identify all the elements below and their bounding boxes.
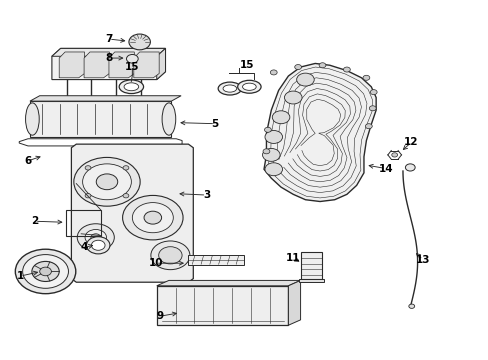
Text: 8: 8: [105, 53, 112, 63]
Circle shape: [15, 249, 76, 294]
Circle shape: [74, 157, 140, 206]
Text: 11: 11: [285, 253, 300, 263]
Circle shape: [91, 240, 105, 250]
Circle shape: [82, 164, 131, 200]
Polygon shape: [188, 255, 244, 265]
Circle shape: [85, 194, 91, 198]
Polygon shape: [288, 280, 300, 325]
Text: 12: 12: [403, 138, 418, 147]
Text: 14: 14: [378, 163, 392, 174]
Text: 7: 7: [105, 34, 112, 44]
Circle shape: [296, 73, 314, 86]
Circle shape: [405, 164, 414, 171]
Polygon shape: [157, 280, 300, 286]
Polygon shape: [109, 52, 134, 78]
Circle shape: [294, 64, 301, 69]
Polygon shape: [71, 144, 193, 282]
Circle shape: [32, 261, 59, 282]
Circle shape: [123, 166, 129, 170]
Circle shape: [126, 54, 138, 63]
Text: 6: 6: [24, 156, 31, 166]
Circle shape: [86, 99, 96, 107]
Polygon shape: [157, 48, 165, 80]
Circle shape: [284, 91, 302, 104]
Polygon shape: [84, 52, 109, 78]
Circle shape: [391, 153, 397, 157]
Circle shape: [132, 203, 173, 233]
Circle shape: [264, 127, 271, 132]
Circle shape: [151, 241, 189, 270]
Circle shape: [77, 224, 114, 251]
Text: 4: 4: [81, 242, 88, 252]
Text: 2: 2: [31, 216, 39, 226]
Circle shape: [368, 106, 375, 111]
Ellipse shape: [124, 83, 139, 91]
Circle shape: [158, 247, 182, 264]
Polygon shape: [157, 286, 288, 325]
Ellipse shape: [25, 103, 39, 135]
Text: 10: 10: [148, 258, 163, 268]
Polygon shape: [264, 63, 375, 202]
Circle shape: [263, 149, 269, 154]
Circle shape: [129, 34, 150, 50]
Circle shape: [123, 194, 129, 198]
Ellipse shape: [223, 85, 236, 92]
Ellipse shape: [218, 82, 241, 95]
Circle shape: [136, 99, 146, 107]
Ellipse shape: [162, 103, 175, 135]
Text: 15: 15: [239, 60, 254, 70]
Polygon shape: [59, 52, 84, 78]
Circle shape: [91, 234, 101, 241]
Circle shape: [96, 174, 118, 190]
Circle shape: [85, 229, 106, 245]
Ellipse shape: [237, 80, 261, 93]
Ellipse shape: [119, 80, 143, 94]
Circle shape: [272, 111, 289, 124]
Text: 9: 9: [156, 311, 163, 321]
Circle shape: [319, 63, 325, 68]
Circle shape: [343, 67, 349, 72]
Polygon shape: [52, 48, 165, 56]
Circle shape: [264, 131, 282, 143]
Circle shape: [22, 255, 68, 288]
Text: 15: 15: [125, 62, 139, 72]
Text: 1: 1: [17, 271, 24, 281]
Circle shape: [362, 75, 369, 80]
Circle shape: [122, 195, 183, 240]
Circle shape: [85, 166, 91, 170]
Circle shape: [369, 90, 376, 95]
Polygon shape: [30, 96, 181, 101]
Polygon shape: [30, 101, 171, 137]
Circle shape: [264, 163, 282, 176]
Text: 13: 13: [415, 255, 429, 265]
Circle shape: [408, 304, 414, 309]
Circle shape: [111, 99, 121, 107]
Text: 3: 3: [203, 190, 210, 200]
Circle shape: [262, 148, 280, 161]
Ellipse shape: [242, 83, 256, 90]
Circle shape: [365, 124, 371, 129]
Circle shape: [40, 267, 51, 276]
Polygon shape: [52, 48, 165, 80]
Circle shape: [61, 99, 71, 107]
Polygon shape: [134, 52, 159, 78]
Text: 5: 5: [211, 119, 219, 129]
Circle shape: [144, 211, 161, 224]
Circle shape: [270, 70, 277, 75]
Circle shape: [86, 237, 110, 254]
Polygon shape: [300, 252, 322, 279]
Polygon shape: [298, 279, 324, 282]
